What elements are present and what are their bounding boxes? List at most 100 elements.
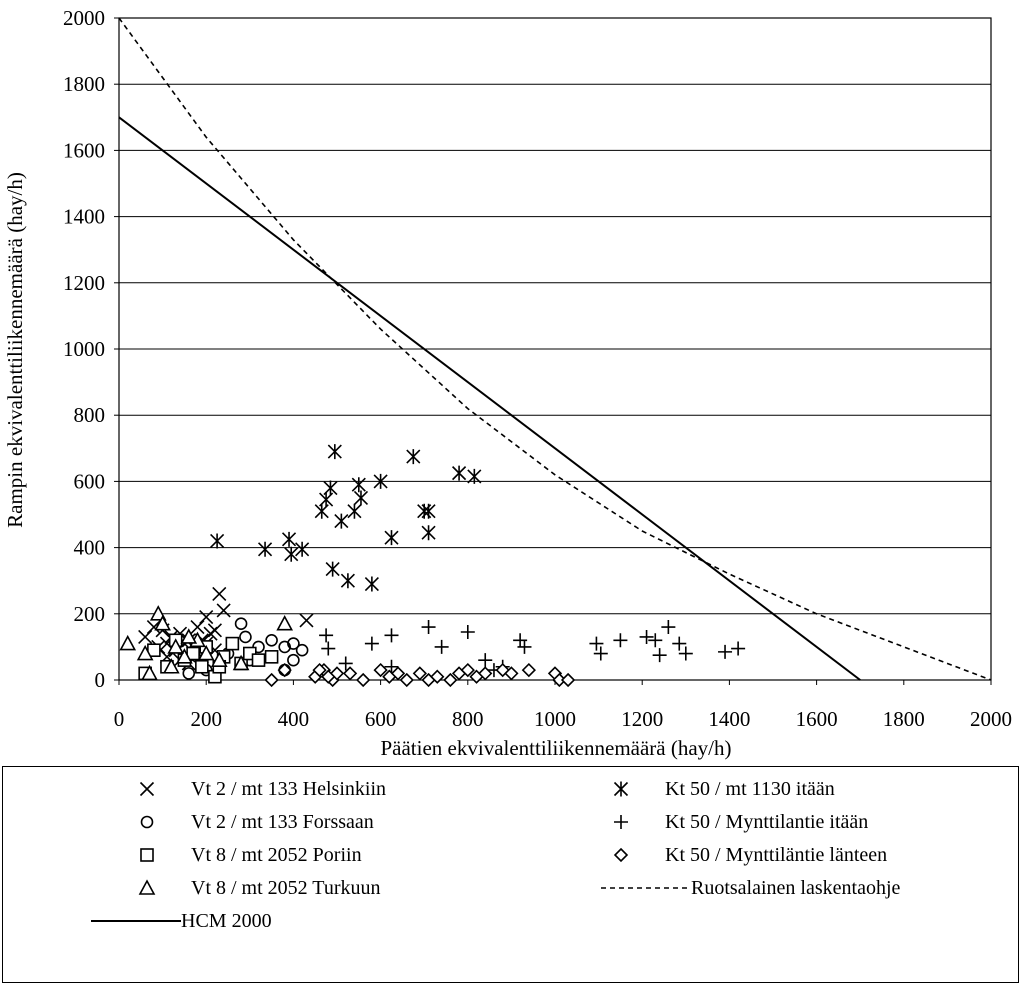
data-point — [190, 619, 205, 635]
data-point — [225, 636, 240, 651]
legend-label: Vt 2 / mt 133 Forssaan — [191, 810, 374, 833]
y-tick-label: 1200 — [63, 271, 105, 295]
series-diamond — [264, 662, 576, 688]
data-point — [182, 667, 196, 680]
data-point — [141, 664, 158, 681]
data-point — [149, 605, 167, 621]
reference-lines — [118, 17, 992, 681]
data-point — [399, 672, 414, 688]
series-plus — [319, 620, 746, 678]
data-point — [353, 490, 369, 506]
x-tick-label: 2000 — [970, 707, 1012, 731]
data-point — [672, 636, 687, 651]
data-point — [731, 641, 746, 656]
data-point — [234, 617, 248, 631]
data-point — [718, 644, 733, 659]
data-point — [504, 666, 519, 681]
x-tick-label: 400 — [278, 707, 310, 731]
data-point — [460, 625, 475, 640]
data-point — [136, 644, 154, 661]
y-tick-label: 1400 — [63, 205, 105, 229]
scatter-chart: 0 200 400 600 800 1000 1200 1400 1600 1800 2000 0 2… — [3, 6, 1012, 760]
legend-marker — [121, 872, 181, 904]
data-point — [319, 628, 334, 643]
y-tick-label: 200 — [74, 602, 106, 626]
data-point — [340, 573, 355, 589]
legend-item: Vt 8 / mt 2052 Poriin — [121, 839, 362, 871]
y-tick-label: 0 — [95, 668, 106, 692]
x-tick-label: 200 — [190, 707, 222, 731]
data-point — [278, 640, 291, 654]
hcm-2000-line — [118, 116, 861, 681]
data-point — [195, 659, 209, 674]
y-tick-label: 600 — [74, 469, 106, 493]
legend-symbol — [613, 781, 629, 797]
legend-label: HCM 2000 — [181, 909, 272, 932]
legend-item: Ruotsalainen laskentaohje — [595, 872, 900, 904]
y-axis-title: Rampin ekvivalenttiliikennemäärä (hay/h) — [3, 172, 27, 528]
data-point — [146, 619, 161, 635]
legend-marker — [595, 806, 655, 838]
data-point — [180, 628, 198, 644]
x-tick-label: 1400 — [708, 707, 750, 731]
data-point — [652, 648, 667, 663]
legend-label: Vt 8 / mt 2052 Poriin — [191, 843, 362, 866]
data-point — [197, 644, 215, 661]
legend-symbol — [614, 815, 628, 829]
y-tick-label: 1800 — [63, 72, 105, 96]
legend-label: Ruotsalainen laskentaohje — [691, 876, 901, 899]
data-point — [264, 672, 279, 688]
legend-item: HCM 2000 — [85, 905, 272, 937]
data-point — [613, 633, 628, 648]
data-point — [560, 672, 576, 688]
data-point — [351, 477, 366, 493]
data-point — [207, 623, 222, 638]
data-point — [412, 666, 427, 681]
data-point — [251, 653, 266, 667]
legend-symbol — [139, 781, 155, 797]
data-point — [430, 669, 445, 684]
data-point — [384, 659, 399, 674]
data-point — [281, 531, 297, 547]
data-point — [406, 449, 421, 465]
data-point — [327, 444, 342, 460]
data-point — [162, 658, 180, 674]
data-point — [323, 480, 338, 496]
x-tick-label: 1200 — [621, 707, 663, 731]
data-point — [287, 637, 300, 650]
data-point — [257, 541, 273, 557]
data-point — [199, 610, 214, 625]
data-point — [154, 615, 171, 631]
data-point — [364, 576, 379, 592]
legend-label: Kt 50 / mt 1130 itään — [665, 777, 835, 800]
legend-item: Vt 2 / mt 133 Forssaan — [121, 806, 374, 838]
data-point — [334, 513, 349, 529]
data-point — [321, 669, 336, 684]
data-point — [452, 465, 467, 481]
y-tick-label: 800 — [74, 403, 106, 427]
x-tick-label: 1800 — [883, 707, 925, 731]
data-point — [639, 629, 654, 644]
data-point — [661, 620, 676, 635]
legend: Vt 2 / mt 133 Helsinkiin Vt 2 / mt 133 Fo… — [2, 766, 1019, 983]
legend-marker — [121, 806, 181, 838]
y-tick-label: 2000 — [63, 6, 105, 30]
data-point — [264, 650, 279, 664]
data-point — [325, 561, 340, 577]
data-point — [373, 473, 388, 489]
data-point — [443, 672, 458, 688]
legend-marker — [595, 773, 655, 805]
data-point — [467, 468, 482, 484]
x-tick-label: 1000 — [534, 707, 576, 731]
data-point — [312, 662, 327, 678]
data-point — [295, 541, 310, 557]
legend-symbol — [138, 879, 156, 895]
data-point — [478, 666, 493, 681]
data-point — [521, 662, 536, 678]
data-point — [356, 672, 371, 688]
data-point — [167, 638, 185, 654]
data-point — [216, 603, 231, 618]
data-point — [265, 633, 278, 647]
data-point — [347, 503, 362, 519]
legend-label: Kt 50 / Mynttiläntie länteen — [665, 843, 888, 866]
